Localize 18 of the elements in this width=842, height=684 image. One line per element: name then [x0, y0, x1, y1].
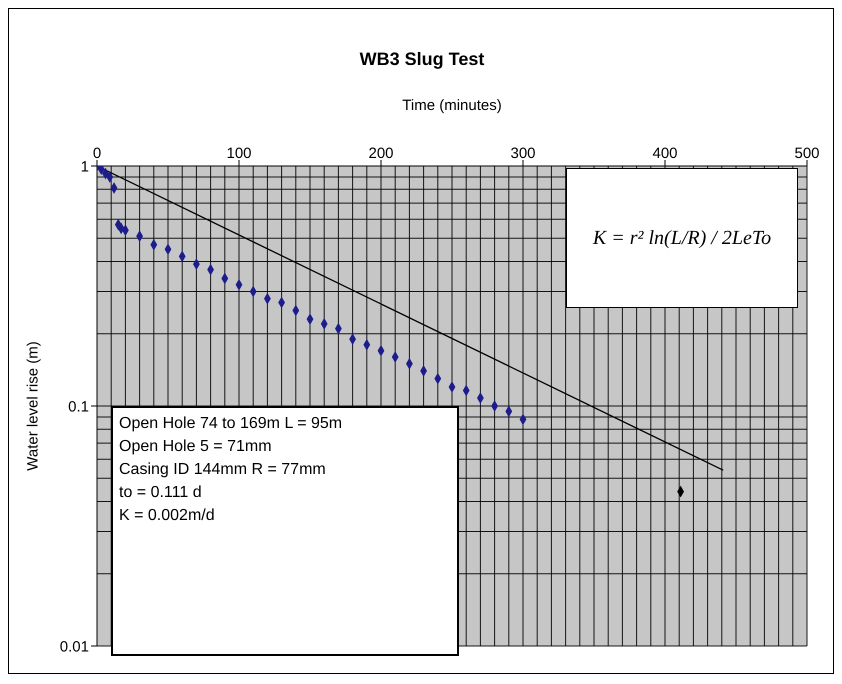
x-tick-label: 0: [92, 145, 102, 162]
annotation: Casing ID 144mm R = 77mm: [119, 460, 327, 480]
y-tick-label: 0.1: [68, 398, 89, 416]
x-tick-label: 400: [652, 145, 678, 162]
chart-title: WB3 Slug Test: [358, 49, 486, 70]
y-tick-label: 0.01: [60, 638, 89, 656]
x-axis-title: Time (minutes): [401, 97, 503, 114]
annotation: K = 0.002m/d: [119, 506, 216, 526]
y-tick-label: 1: [80, 158, 89, 176]
annotation: to = 0.111 d: [119, 483, 203, 503]
x-tick-label: 500: [794, 145, 820, 162]
formula-box: K = r² ln(L/R) / 2LeTo: [566, 168, 798, 308]
y-axis-title: Water level rise (m): [24, 341, 42, 471]
x-tick-label: 300: [510, 145, 536, 162]
x-tick-label: 100: [226, 145, 252, 162]
annotation: Open Hole 74 to 169m L = 95m: [119, 414, 344, 434]
annotation: Open Hole 5 = 71mm: [119, 437, 273, 457]
x-tick-label: 200: [368, 145, 394, 162]
